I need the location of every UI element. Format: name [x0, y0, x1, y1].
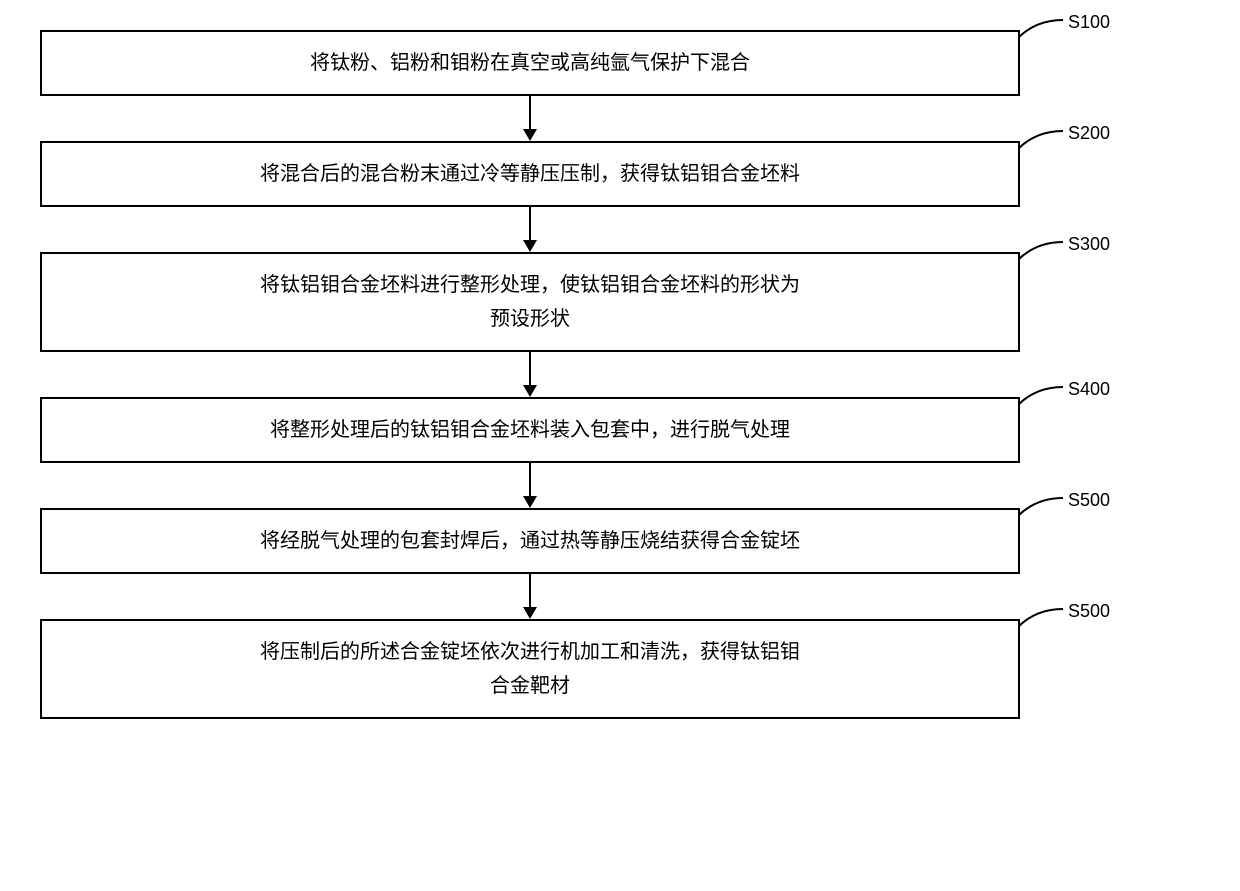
step-label: S400: [1068, 379, 1110, 400]
step-label: S300: [1068, 234, 1110, 255]
step-box-s500b: 将压制后的所述合金锭坯依次进行机加工和清洗，获得钛铝钼合金靶材: [40, 619, 1020, 719]
step-text-line: 将经脱气处理的包套封焊后，通过热等静压烧结获得合金锭坯: [62, 524, 998, 558]
step-text-line: 将压制后的所述合金锭坯依次进行机加工和清洗，获得钛铝钼: [62, 635, 998, 669]
flow-arrow: [510, 352, 550, 397]
step-label: S500: [1068, 601, 1110, 622]
step-box-s400: 将整形处理后的钛铝钼合金坯料装入包套中，进行脱气处理: [40, 397, 1020, 463]
step-row: 将压制后的所述合金锭坯依次进行机加工和清洗，获得钛铝钼合金靶材S500: [40, 619, 1160, 719]
connector-wrap: [40, 352, 1020, 397]
connector-wrap: [40, 207, 1020, 252]
step-row: 将钛铝钼合金坯料进行整形处理，使钛铝钼合金坯料的形状为预设形状S300: [40, 252, 1160, 352]
flow-arrow: [510, 96, 550, 141]
step-text-line: 将钛铝钼合金坯料进行整形处理，使钛铝钼合金坯料的形状为: [62, 268, 998, 302]
step-text-line: 预设形状: [62, 302, 998, 336]
step-row: 将混合后的混合粉末通过冷等静压压制，获得钛铝钼合金坯料S200: [40, 141, 1160, 207]
step-label: S200: [1068, 123, 1110, 144]
step-box-s300: 将钛铝钼合金坯料进行整形处理，使钛铝钼合金坯料的形状为预设形状: [40, 252, 1020, 352]
step-box-s100: 将钛粉、铝粉和钼粉在真空或高纯氩气保护下混合: [40, 30, 1020, 96]
step-row: 将经脱气处理的包套封焊后，通过热等静压烧结获得合金锭坯S500: [40, 508, 1160, 574]
process-flowchart: 将钛粉、铝粉和钼粉在真空或高纯氩气保护下混合S100 将混合后的混合粉末通过冷等静…: [40, 30, 1160, 719]
step-text-line: 将整形处理后的钛铝钼合金坯料装入包套中，进行脱气处理: [62, 413, 998, 447]
step-text-line: 将混合后的混合粉末通过冷等静压压制，获得钛铝钼合金坯料: [62, 157, 998, 191]
step-row: 将整形处理后的钛铝钼合金坯料装入包套中，进行脱气处理S400: [40, 397, 1160, 463]
step-row: 将钛粉、铝粉和钼粉在真空或高纯氩气保护下混合S100: [40, 30, 1160, 96]
step-text-line: 合金靶材: [62, 669, 998, 703]
step-label: S100: [1068, 12, 1110, 33]
connector-wrap: [40, 574, 1020, 619]
step-box-s500a: 将经脱气处理的包套封焊后，通过热等静压烧结获得合金锭坯: [40, 508, 1020, 574]
step-text-line: 将钛粉、铝粉和钼粉在真空或高纯氩气保护下混合: [62, 46, 998, 80]
flow-arrow: [510, 463, 550, 508]
flow-arrow: [510, 574, 550, 619]
connector-wrap: [40, 463, 1020, 508]
flow-arrow: [510, 207, 550, 252]
step-label: S500: [1068, 490, 1110, 511]
connector-wrap: [40, 96, 1020, 141]
step-box-s200: 将混合后的混合粉末通过冷等静压压制，获得钛铝钼合金坯料: [40, 141, 1020, 207]
